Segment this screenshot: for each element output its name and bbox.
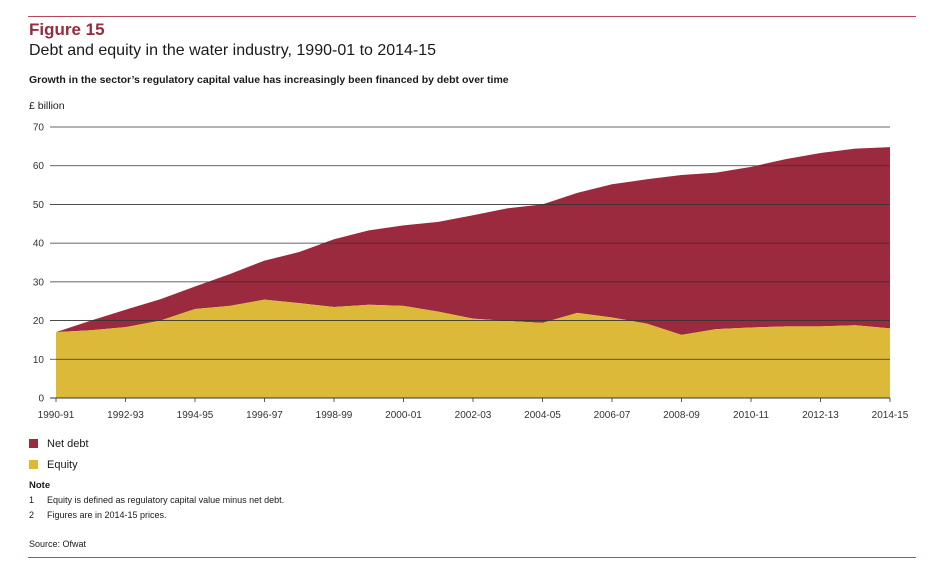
x-tick-label: 1996-97 (246, 410, 283, 421)
x-tick-label: 2004-05 (524, 410, 561, 421)
notes: Note 1 Equity is defined as regulatory c… (29, 480, 284, 525)
x-tick-label: 2014-15 (872, 410, 909, 421)
y-tick-label: 10 (33, 355, 45, 366)
x-tick-label: 1994-95 (177, 410, 214, 421)
note-number: 2 (29, 510, 35, 520)
legend-label-net-debt: Net debt (47, 437, 89, 450)
notes-title: Note (29, 480, 51, 491)
bottom-rule (28, 557, 916, 558)
x-tick-label: 2012-13 (802, 410, 839, 421)
y-tick-label: 20 (33, 316, 45, 327)
legend-item-equity: Equity (29, 454, 89, 475)
y-tick-label: 40 (33, 239, 45, 250)
y-tick-label: 30 (33, 277, 45, 288)
figure-label: Figure 15 (29, 20, 105, 39)
y-tick-label: 50 (33, 200, 45, 211)
note-text: Figures are in 2014-15 prices. (47, 510, 167, 520)
x-tick-label: 2010-11 (733, 410, 769, 421)
note-item: 2 Figures are in 2014-15 prices. (29, 510, 284, 520)
top-rule (28, 16, 916, 17)
figure-subtitle: Growth in the sector’s regulatory capita… (29, 74, 509, 86)
legend-swatch-equity (29, 460, 38, 469)
x-tick-label: 1992-93 (107, 410, 144, 421)
figure-title: Debt and equity in the water industry, 1… (29, 42, 437, 59)
x-tick-label: 2006-07 (594, 410, 631, 421)
note-text: Equity is defined as regulatory capital … (47, 495, 285, 505)
legend-item-net-debt: Net debt (29, 433, 89, 454)
x-tick-label: 1998-99 (316, 410, 353, 421)
x-tick-label: 2002-03 (455, 410, 492, 421)
x-tick-label: 2008-09 (663, 410, 700, 421)
x-tick-label: 2000-01 (385, 410, 422, 421)
series-area-equity (56, 299, 890, 398)
series-area-net-debt (56, 147, 890, 335)
area-chart: 0 10 20 30 40 50 60 70 1990-91 1992-93 1994-95 1996… (33, 123, 909, 422)
legend-label-equity: Equity (47, 458, 78, 471)
note-item: 1 Equity is defined as regulatory capita… (29, 495, 284, 505)
y-tick-label: 60 (33, 161, 45, 172)
source: Source: Ofwat (29, 539, 87, 549)
y-tick-label: 70 (33, 123, 45, 134)
y-axis-unit-label: £ billion (29, 100, 65, 112)
legend-swatch-net-debt (29, 439, 38, 448)
legend: Net debt Equity (29, 433, 89, 475)
x-tick-label: 1990-91 (38, 410, 75, 421)
note-number: 1 (29, 495, 35, 505)
y-tick-label: 0 (38, 394, 44, 405)
